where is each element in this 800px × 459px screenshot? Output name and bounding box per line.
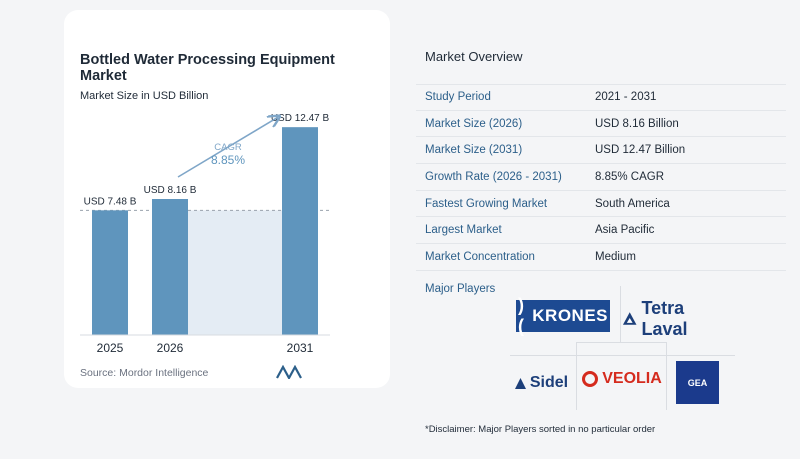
- logo-divider: [510, 355, 735, 356]
- overview-row: Growth Rate (2026 - 2031) 8.85% CAGR: [416, 164, 786, 191]
- chart-title: Bottled Water Processing Equipment Marke…: [80, 52, 335, 84]
- overview-key: Fastest Growing Market: [425, 197, 548, 210]
- overview-value: Asia Pacific: [595, 224, 655, 237]
- veolia-ring-icon: [582, 371, 599, 387]
- overview-row: Market Size (2031) USD 12.47 Billion: [416, 137, 786, 165]
- krones-logo: )( KRONES: [516, 295, 610, 336]
- overview-key: Study Period: [425, 91, 491, 104]
- overview-row: Market Size (2026) USD 8.16 Billion: [416, 111, 786, 138]
- bar-chart: USD 7.48 B 2025 USD 8.16 B 2026 USD 12.47 B 2…: [80, 113, 330, 355]
- value-label-2026: USD 8.16 B: [144, 185, 197, 196]
- overview-value: South America: [595, 197, 670, 210]
- disclaimer: *Disclaimer: Major Players sorted in no …: [425, 424, 656, 435]
- bar-2031: [282, 127, 318, 336]
- growth-region: [188, 210, 282, 335]
- market-overview-table: Study Period 2021 - 2031 Market Size (2026…: [416, 84, 786, 271]
- tick-label-2026: 2026: [157, 341, 184, 355]
- overview-row: Fastest Growing Market South America: [416, 191, 786, 218]
- overview-row: Study Period 2021 - 2031: [416, 84, 786, 111]
- veolia-logo: VEOLIA: [582, 364, 662, 394]
- overview-value: 2021 - 2031: [595, 91, 657, 104]
- tetra-laval-logo: Tetra Laval: [622, 298, 732, 339]
- major-players-title: Major Players: [425, 283, 496, 295]
- sidel-logo: Sidel: [512, 370, 570, 396]
- source-note: Source: Mordor Intelligence: [80, 367, 209, 379]
- value-label-2031: USD 12.47 B: [271, 113, 330, 124]
- cagr-label: CAGR: [214, 142, 242, 153]
- tick-label-2025: 2025: [97, 341, 124, 355]
- tick-label-2031: 2031: [287, 341, 314, 355]
- overview-row: Largest Market Asia Pacific: [416, 217, 786, 245]
- logo-divider: [576, 342, 577, 410]
- overview-key: Growth Rate (2026 - 2031): [425, 170, 562, 183]
- bar-2026: [152, 199, 188, 335]
- cagr-arrow: [177, 117, 278, 178]
- overview-value: 8.85% CAGR: [595, 170, 665, 183]
- overview-key: Market Concentration: [425, 250, 535, 263]
- overview-key: Market Size (2026): [425, 117, 523, 130]
- overview-key: Largest Market: [425, 224, 502, 237]
- overview-row: Market Concentration Medium: [416, 244, 786, 271]
- logo-divider: [576, 342, 666, 343]
- logo-divider: [666, 342, 667, 410]
- chart-subtitle: Market Size in USD Billion: [80, 90, 209, 102]
- market-overview-title: Market Overview: [425, 49, 523, 64]
- logo-divider: [620, 286, 621, 342]
- tetra-laval-mark-icon: [622, 312, 637, 325]
- overview-value: USD 12.47 Billion: [595, 144, 686, 157]
- value-label-2025: USD 7.48 B: [84, 196, 137, 207]
- mordor-logo-icon: [276, 365, 302, 379]
- overview-key: Market Size (2031): [425, 144, 523, 157]
- krones-mark-icon: )(: [518, 295, 525, 336]
- gea-logo: GEA: [676, 361, 719, 404]
- bar-2025: [92, 210, 128, 335]
- overview-value: USD 8.16 Billion: [595, 117, 679, 130]
- overview-value: Medium: [595, 250, 636, 263]
- cagr-value: 8.85%: [211, 153, 245, 167]
- sidel-mark-icon: [514, 377, 526, 389]
